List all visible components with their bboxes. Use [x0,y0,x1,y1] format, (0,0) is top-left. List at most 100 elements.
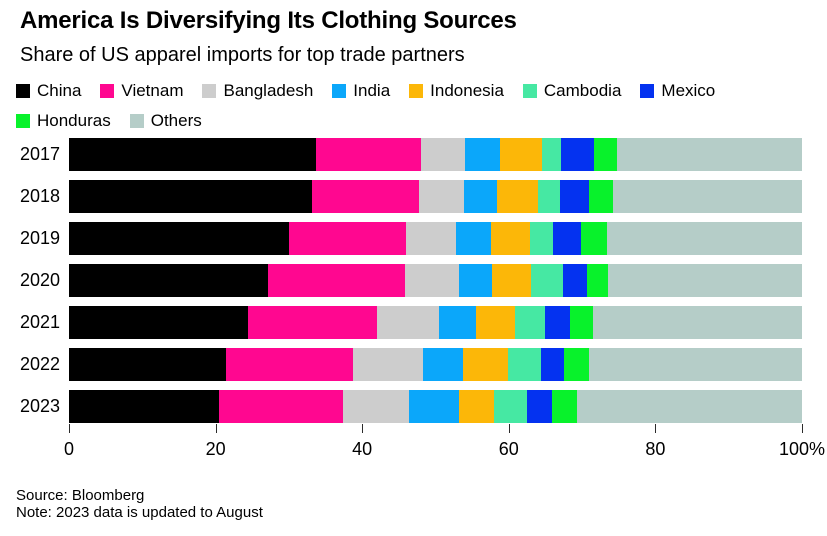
bar-track [69,390,802,423]
bar-segment-cambodia [541,138,561,171]
legend-label: India [353,81,391,100]
legend: China Vietnam Bangladesh India Indonesia Camb… [16,82,796,130]
legend-swatch-icon [332,84,347,98]
bar-track [69,180,802,213]
x-axis-tick-label: 20 [205,439,226,459]
legend-label: Others [150,111,202,130]
bar-track [69,222,802,255]
chart-title: America Is Diversifying Its Clothing Sou… [20,7,517,34]
bar-segment-china [69,264,269,297]
bar-segment-honduras [587,264,608,297]
bar-segment-bangladesh [353,348,424,381]
x-axis: 0 20 40 60 80 100% [64,424,825,466]
plot-area: 2017 2018 2019 2020 2021 2022 2023 [0,138,802,432]
year-label: 2018 [19,186,60,206]
bar-segment-india [464,138,500,171]
x-axis-tick-label: 60 [498,439,519,459]
legend-swatch-icon [640,84,655,98]
bar-segment-cambodia [538,180,561,213]
bar-segment-cambodia [508,348,542,381]
bar-track [69,264,802,297]
bar-segment-honduras [552,390,577,423]
x-axis-tick-label: 80 [645,439,666,459]
bar-row-2019: 2019 [0,222,802,255]
bar-segment-cambodia [494,390,528,423]
legend-label: Mexico [661,81,716,100]
x-axis-tick-label: 0 [63,439,75,459]
bar-segment-indonesia [458,390,495,423]
bar-segment-china [69,348,226,381]
legend-item-indonesia: Indonesia [409,82,504,100]
legend-swatch-icon [129,114,144,128]
bar-segment-china [69,306,248,339]
legend-swatch-icon [409,84,424,98]
bar-segment-mexico [544,306,571,339]
legend-swatch-icon [202,84,217,98]
year-label: 2020 [19,270,60,290]
bar-segment-mexico [563,264,588,297]
bar-segment-india [456,222,492,255]
legend-item-others: Others [129,111,202,130]
bar-segment-india [439,306,476,339]
year-label: 2021 [19,312,60,332]
bar-row-2018: 2018 [0,180,802,213]
legend-swatch-icon [16,114,30,128]
bar-segment-china [69,222,289,255]
bar-segment-vietnam [268,264,406,297]
chart-subtitle: Share of US apparel imports for top trad… [20,44,465,66]
bar-track [69,138,802,171]
x-axis-tick [508,424,510,433]
bar-segment-cambodia [515,306,545,339]
year-label: 2019 [19,228,60,248]
x-axis-tick [362,424,364,433]
legend-label: Honduras [37,111,111,130]
bar-row-2022: 2022 [0,348,802,381]
bar-segment-indonesia [499,138,542,171]
year-label: 2017 [19,144,60,164]
legend-swatch-icon [522,84,537,98]
bar-segment-others [606,222,802,255]
x-axis-tick [69,424,70,433]
legend-label: Cambodia [543,81,622,100]
bar-segment-indonesia [462,348,509,381]
bar-segment-vietnam [225,348,354,381]
bar-segment-vietnam [218,390,344,423]
legend-item-vietnam: Vietnam [100,82,183,100]
bar-segment-others [612,180,802,213]
x-axis-tick [215,424,217,433]
bar-segment-mexico [527,390,553,423]
bar-segment-honduras [581,222,607,255]
x-axis-tick-label: 100% [778,439,826,459]
legend-label: Vietnam [121,81,184,100]
legend-item-bangladesh: Bangladesh [202,82,313,100]
bar-segment-mexico [541,348,564,381]
bar-segment-bangladesh [343,390,410,423]
bar-segment-others [576,390,802,423]
bar-segment-honduras [593,138,618,171]
x-axis-tick [655,424,657,433]
legend-item-china: China [16,82,81,100]
bar-segment-others [607,264,802,297]
bar-segment-indonesia [497,180,539,213]
bar-segment-mexico [560,180,590,213]
bar-segment-others [588,348,802,381]
bar-segment-india [409,390,459,423]
bar-segment-vietnam [316,138,421,171]
bar-segment-vietnam [247,306,377,339]
legend-item-cambodia: Cambodia [522,81,622,100]
legend-label: China [37,81,82,100]
legend-swatch-icon [100,84,115,98]
bar-segment-vietnam [311,180,419,213]
bar-segment-honduras [589,180,613,213]
bar-segment-bangladesh [376,306,440,339]
legend-item-honduras: Honduras [16,112,111,130]
note-text: Note: 2023 data is updated to August [16,504,263,521]
x-axis-tick [802,424,803,433]
bar-segment-bangladesh [406,222,456,255]
bar-segment-others [593,306,802,339]
bar-track [69,306,802,339]
bar-segment-indonesia [491,264,531,297]
bar-segment-india [423,348,463,381]
bar-segment-india [464,180,498,213]
